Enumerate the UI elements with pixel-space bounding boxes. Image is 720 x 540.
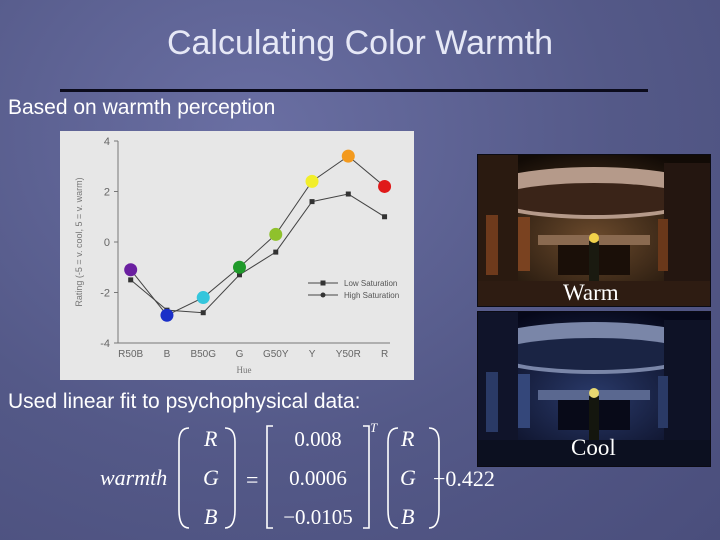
vector-b: B	[204, 504, 217, 529]
vector-r: R	[203, 426, 218, 451]
low-saturation-point	[128, 277, 134, 283]
y-tick-label: 0	[104, 237, 110, 249]
bullet-linear-fit: Used linear fit to psychophysical data:	[8, 390, 361, 413]
warm-label: Warm	[563, 280, 619, 305]
cool-room-illustration	[478, 312, 710, 466]
formula-offset: −0.422	[433, 466, 495, 491]
vector2-r: R	[400, 426, 415, 451]
hue-highlight-dot	[196, 291, 210, 305]
x-tick-label: Y	[309, 349, 316, 360]
equals-sign: =	[246, 467, 258, 492]
y-tick-label: 4	[104, 136, 110, 148]
x-tick-label: G	[236, 349, 244, 360]
x-tick-label: G50Y	[263, 349, 289, 360]
y-tick-label: -4	[100, 338, 110, 350]
vector2-b: B	[401, 504, 414, 529]
left-paren-2	[387, 427, 399, 529]
low-saturation-point	[200, 310, 206, 316]
transpose-mark: T	[370, 420, 378, 435]
right-bracket	[363, 425, 370, 529]
right-paren-1	[224, 427, 236, 529]
warmth-rating-chart: 4 2 0 -2 -4 R50B B B50G G G50Y Y Y50R R Hue Rating (-5…	[60, 131, 414, 380]
x-tick-label: R50B	[118, 349, 143, 360]
hue-highlight-dot	[341, 149, 355, 163]
legend-marker	[320, 292, 326, 298]
cool-render-image: Cool	[477, 311, 711, 467]
hue-highlight-dot	[160, 308, 174, 322]
warm-render-image: Warm	[477, 154, 711, 307]
cool-label: Cool	[571, 435, 616, 460]
hue-highlight-dot	[232, 260, 246, 274]
y-tick-label: -2	[100, 288, 110, 300]
legend-label: High Saturation	[344, 291, 399, 300]
left-paren-1	[178, 427, 190, 529]
warm-room-illustration	[478, 155, 710, 306]
vector-g: G	[203, 465, 219, 490]
bullet-warmth-perception: Based on warmth perception	[8, 96, 276, 119]
low-saturation-point	[382, 214, 388, 220]
x-tick-label: Y50R	[336, 349, 361, 360]
formula-lhs: warmth	[100, 465, 167, 490]
series-line-high	[130, 155, 385, 316]
x-tick-label: B	[164, 349, 171, 360]
low-saturation-point	[236, 272, 242, 278]
x-tick-label: R	[381, 349, 388, 360]
left-bracket	[266, 425, 273, 529]
right-paren-2	[428, 427, 440, 529]
hue-highlight-dot	[124, 263, 138, 277]
y-tick-label: 2	[104, 187, 110, 199]
low-saturation-point	[309, 199, 315, 205]
vector2-g: G	[400, 465, 416, 490]
coef-r: 0.008	[294, 427, 341, 451]
chart-svg: 4 2 0 -2 -4 R50B B B50G G G50Y Y Y50R R Hue Rating (-5…	[74, 136, 399, 375]
legend-label: Low Saturation	[344, 279, 397, 288]
low-saturation-point	[345, 191, 351, 197]
warmth-formula: warmth R G B = 0.008 0.0006 −0.0105 T R …	[100, 420, 495, 529]
hue-highlight-dot	[378, 179, 392, 193]
low-saturation-point	[273, 249, 279, 255]
x-tick-label: B50G	[190, 349, 216, 360]
x-axis-label: Hue	[237, 365, 252, 375]
legend-marker	[320, 280, 326, 286]
hue-highlight-dot	[269, 227, 283, 241]
y-axis-label: Rating (-5 = v. cool, 5 = v. warm)	[74, 177, 84, 306]
slide-title: Calculating Color Warmth	[166, 24, 554, 62]
coef-g: 0.0006	[289, 466, 347, 490]
title-divider	[60, 89, 648, 92]
hue-highlight-dot	[305, 174, 319, 188]
series-line-low	[130, 193, 385, 314]
coef-b: −0.0105	[283, 505, 353, 529]
